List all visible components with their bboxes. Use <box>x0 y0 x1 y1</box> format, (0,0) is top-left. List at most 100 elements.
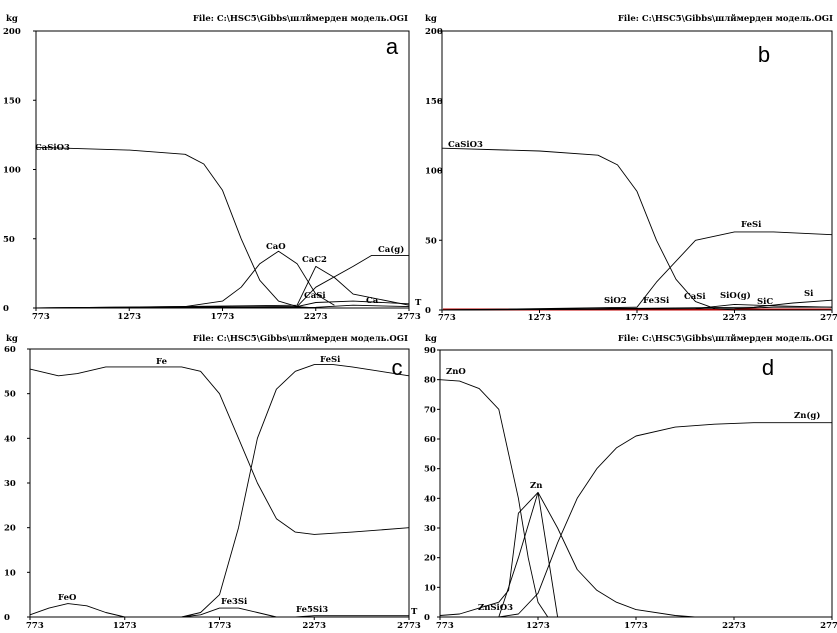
panel-c-x-axis-label: T <box>411 607 418 617</box>
panel-d-y-tick-label: 20 <box>424 554 436 564</box>
panel-b-file: File: C:\HSC5\Gibbs\шлймерден модель.OGI <box>618 13 833 24</box>
panel-a-ylabel: kg <box>6 14 18 24</box>
panel-a-x-tick-label: 1273 <box>117 312 141 322</box>
panel-a: kg File: C:\HSC5\Gibbs\шлймерден модель.… <box>3 13 422 322</box>
panel-a-letter: a <box>386 34 399 59</box>
panel-b-y-tick-label: 150 <box>425 97 443 107</box>
panel-d-letter: d <box>762 355 774 380</box>
panel-d-y-tick-label: 30 <box>424 524 436 534</box>
panel-d-x-tick-label: 2273 <box>722 621 746 631</box>
panel-b-label-fesi: FeSi <box>741 220 762 230</box>
panel-a-label-cac2: CaC2 <box>302 255 327 265</box>
panel-b-y-tick-label: 50 <box>425 236 437 246</box>
panel-b-series-fesi <box>441 231 833 311</box>
panel-d-frame <box>439 349 833 618</box>
panel-b-label-casio3: CaSiO3 <box>448 140 483 150</box>
panel-d-x-tick-label: 1273 <box>526 621 550 631</box>
panel-c-y-tick-label: 10 <box>4 568 16 578</box>
panel-b-label-si: Si <box>804 289 814 299</box>
panel-a-y-tick-label: 100 <box>3 166 21 176</box>
panel-d-label-znsio3: ZnSiO3 <box>478 603 513 613</box>
panel-d-file: File: C:\HSC5\Gibbs\шлймерден модель.OGI <box>618 333 833 344</box>
panel-c-frame <box>29 348 410 618</box>
panel-d-series-zno <box>439 379 832 618</box>
panel-b-x-tick-label: 1273 <box>528 313 552 323</box>
panel-c: kg File: C:\HSC5\Gibbs\шлймерден модель.… <box>4 333 421 631</box>
panel-c-label-fesi: FeSi <box>320 355 341 365</box>
panel-a-x-tick-label: 773 <box>32 312 50 322</box>
panel-a-x-tick-label: 2273 <box>304 312 328 322</box>
panel-b-x-tick-label: 1773 <box>625 313 649 323</box>
panel-b-label-fe3si: Fe3Si <box>643 296 670 306</box>
panel-a-series-ca-g <box>35 254 409 309</box>
panel-a-series-ca <box>35 304 410 309</box>
panel-c-x-tick-label: 2273 <box>302 621 326 631</box>
panel-b-label-sio2: SiO2 <box>604 296 627 306</box>
panel-b-x-tick-label: 773 <box>438 313 456 323</box>
panel-a-series-cao <box>35 250 335 309</box>
panel-c-ylabel: kg <box>6 334 18 344</box>
panel-b-x-tick-label: 2773 <box>820 313 837 323</box>
panel-a-file: File: C:\HSC5\Gibbs\шлймерден модель.OGI <box>193 13 408 24</box>
panel-c-label-fe3si: Fe3Si <box>221 597 248 607</box>
panel-c-y-tick-label: 50 <box>4 390 16 400</box>
panel-d-series-zn <box>440 491 832 618</box>
panel-b-series-si <box>441 299 833 311</box>
panel-a-x-tick-label: 2773 <box>397 312 421 322</box>
panel-c-y-tick-label: 40 <box>4 434 16 444</box>
panel-c-series-fesi <box>30 364 410 618</box>
panel-d-y-tick-label: 60 <box>424 435 436 445</box>
panel-d-y-tick-label: 10 <box>424 583 436 593</box>
panel-d-y-tick-label: 80 <box>424 376 436 386</box>
panel-d-series-zn-g <box>440 422 832 618</box>
panel-b-series-sic <box>441 306 832 311</box>
panel-b-label-sio-g: SiO(g) <box>720 290 751 301</box>
panel-c-file: File: C:\HSC5\Gibbs\шлймерден модель.OGI <box>193 333 408 344</box>
panel-a-x-axis-label: T <box>415 298 422 308</box>
panel-a-label-ca-g: Ca(g) <box>378 244 404 255</box>
panel-c-series-fe5si3 <box>30 615 409 618</box>
panel-c-y-tick-label: 0 <box>4 613 10 623</box>
panel-c-x-tick-label: 1773 <box>208 621 232 631</box>
panel-c-series-feo <box>29 603 409 618</box>
panel-b-y-tick-label: 0 <box>425 306 431 316</box>
panel-c-x-tick-label: 1273 <box>113 621 137 631</box>
panel-c-x-tick-label: 773 <box>26 621 44 631</box>
panel-a-label-casi: CaSi <box>304 291 326 301</box>
panel-d-label-zn: Zn <box>530 481 542 491</box>
panel-a-series-cac2 <box>35 265 410 309</box>
panel-c-y-tick-label: 30 <box>4 479 16 489</box>
panel-a-y-tick-label: 150 <box>3 96 21 106</box>
panel-d-ylabel: kg <box>425 334 437 344</box>
panel-c-label-fe5si3: Fe5Si3 <box>296 605 328 615</box>
panel-b-y-tick-label: 200 <box>425 27 443 37</box>
panel-d-x-tick-label: 2773 <box>820 621 837 631</box>
panel-d-y-tick-label: 50 <box>424 465 436 475</box>
panel-d: kg File: C:\HSC5\Gibbs\шлймерден модель.… <box>424 333 837 631</box>
panel-c-y-tick-label: 20 <box>4 524 16 534</box>
panel-b-series-casio3 <box>441 147 832 311</box>
panel-b-y-tick-label: 100 <box>425 167 443 177</box>
panel-d-label-zn-g: Zn(g) <box>794 410 820 421</box>
panel-d-label-zno: ZnO <box>446 367 466 377</box>
panel-b-letter: b <box>758 42 770 67</box>
panel-c-y-tick-label: 60 <box>4 345 16 355</box>
panel-a-y-tick-label: 0 <box>3 304 9 314</box>
panel-d-x-tick-label: 773 <box>436 621 454 631</box>
panel-b-label-sic: SiC <box>757 297 773 307</box>
panel-b-ylabel: kg <box>425 14 437 24</box>
panel-d-y-tick-label: 40 <box>424 494 436 504</box>
panel-a-y-tick-label: 50 <box>3 235 15 245</box>
panel-a-series-casio3 <box>35 146 409 309</box>
panel-b: kg File: C:\HSC5\Gibbs\шлймерден модель.… <box>425 13 837 323</box>
panel-a-label-ca: Ca <box>366 296 379 306</box>
panel-b-frame <box>441 30 833 311</box>
panel-d-x-tick-label: 1773 <box>624 621 648 631</box>
panel-c-letter: c <box>392 355 403 380</box>
panel-d-y-tick-label: 0 <box>424 613 430 623</box>
panel-a-label-cao: CaO <box>266 242 286 252</box>
panel-a-y-tick-label: 200 <box>3 27 21 37</box>
panel-c-label-feo: FeO <box>58 593 77 603</box>
panel-c-label-fe: Fe <box>156 357 168 367</box>
